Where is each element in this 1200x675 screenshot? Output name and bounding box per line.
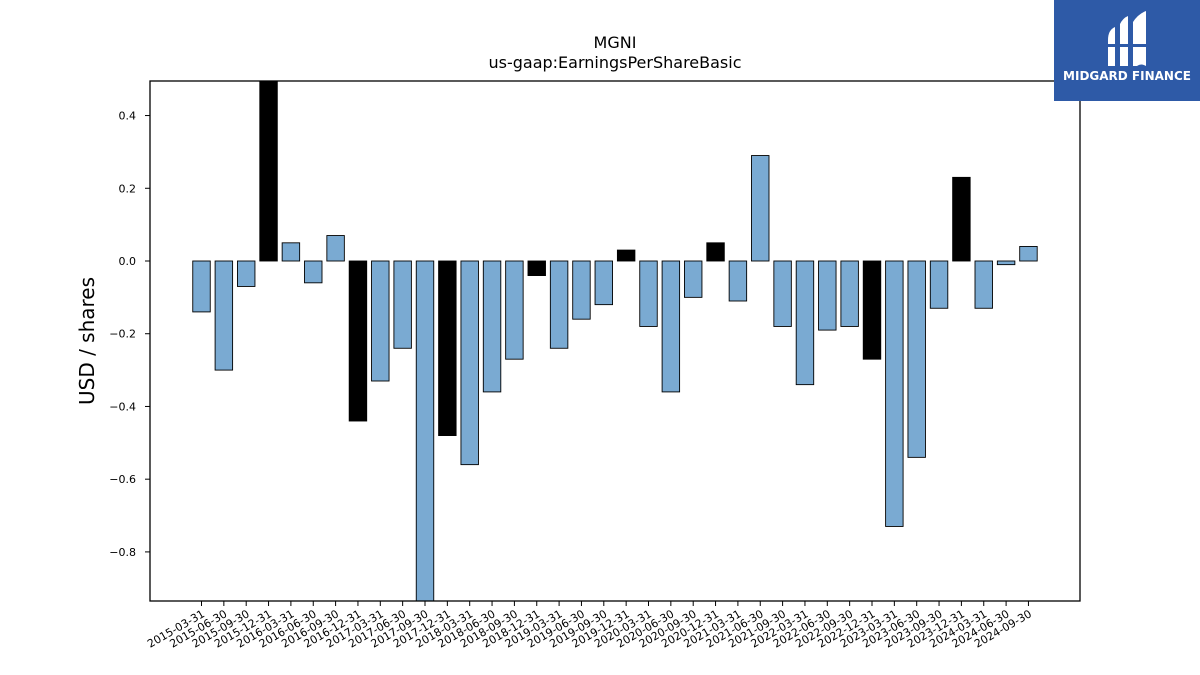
plot-frame <box>149 80 1081 602</box>
y-tick-label: −0.2 <box>109 328 136 341</box>
y-tick-label: 0.0 <box>119 255 137 268</box>
y-tick-label: 0.4 <box>119 110 137 123</box>
bar-2019-09-30 <box>594 260 613 306</box>
bar-2024-06-30 <box>996 260 1016 266</box>
bar-2022-09-30 <box>840 260 859 327</box>
bar-2018-09-30 <box>505 260 524 360</box>
chart-subtitle: us-gaap:EarningsPerShareBasic <box>488 53 741 72</box>
y-tick-label: −0.6 <box>109 473 136 486</box>
y-tick-label: −0.8 <box>109 546 136 559</box>
bar-2015-06-30 <box>214 260 234 371</box>
bar-2018-06-30 <box>482 260 502 393</box>
bar-2018-03-31 <box>460 260 479 466</box>
bar-2015-03-31 <box>192 260 211 313</box>
bar-2016-09-30 <box>326 235 345 262</box>
bar-2018-12-31 <box>527 260 546 277</box>
bar-2020-06-30 <box>661 260 681 393</box>
bar-2015-12-31 <box>259 80 278 262</box>
bar-2015-09-30 <box>236 260 256 287</box>
y-tick-label: 0.2 <box>119 182 137 195</box>
bar-2017-12-31 <box>438 260 457 437</box>
bar-2023-06-30 <box>907 260 926 458</box>
bar-2024-03-31 <box>974 260 993 309</box>
bar-2019-12-31 <box>616 249 636 262</box>
bars-group <box>192 80 1038 602</box>
bar-2023-09-30 <box>929 260 949 309</box>
y-axis-label: USD / shares <box>75 277 99 405</box>
bar-2022-06-30 <box>818 260 837 331</box>
bar-2019-03-31 <box>549 260 569 349</box>
bar-2022-03-31 <box>795 260 815 386</box>
bar-2016-12-31 <box>348 260 368 422</box>
bar-2023-03-31 <box>885 260 904 527</box>
bar-2021-03-31 <box>728 260 748 302</box>
bar-2021-06-30 <box>751 155 770 262</box>
y-axis: 0.4 0.2 0.0 −0.2 −0.4 −0.6 −0.8 <box>109 110 150 559</box>
chart-title: MGNI <box>594 33 637 52</box>
y-tick-label: −0.4 <box>109 400 136 413</box>
bar-2016-03-31 <box>281 242 301 262</box>
bar-2021-09-30 <box>773 260 792 327</box>
bar-2024-09-30 <box>1019 245 1038 262</box>
bar-2016-06-30 <box>304 260 323 284</box>
bar-2017-06-30 <box>393 260 412 349</box>
bar-2022-12-31 <box>862 260 882 360</box>
bar-2020-03-31 <box>639 260 658 327</box>
bar-2020-12-31 <box>706 242 725 262</box>
bar-2017-09-30 <box>415 260 435 602</box>
brand-name: MIDGARD FINANCE <box>1063 69 1191 83</box>
bar-2020-09-30 <box>684 260 703 298</box>
bar-2023-12-31 <box>952 176 971 262</box>
bar-2017-03-31 <box>371 260 390 382</box>
x-axis: 2015-03-312015-06-302015-09-302015-12-31… <box>145 601 1034 651</box>
brand-logo: MIDGARD FINANCE <box>1054 0 1200 101</box>
brand-logo-mark <box>1106 11 1148 66</box>
bar-2019-06-30 <box>572 260 591 320</box>
